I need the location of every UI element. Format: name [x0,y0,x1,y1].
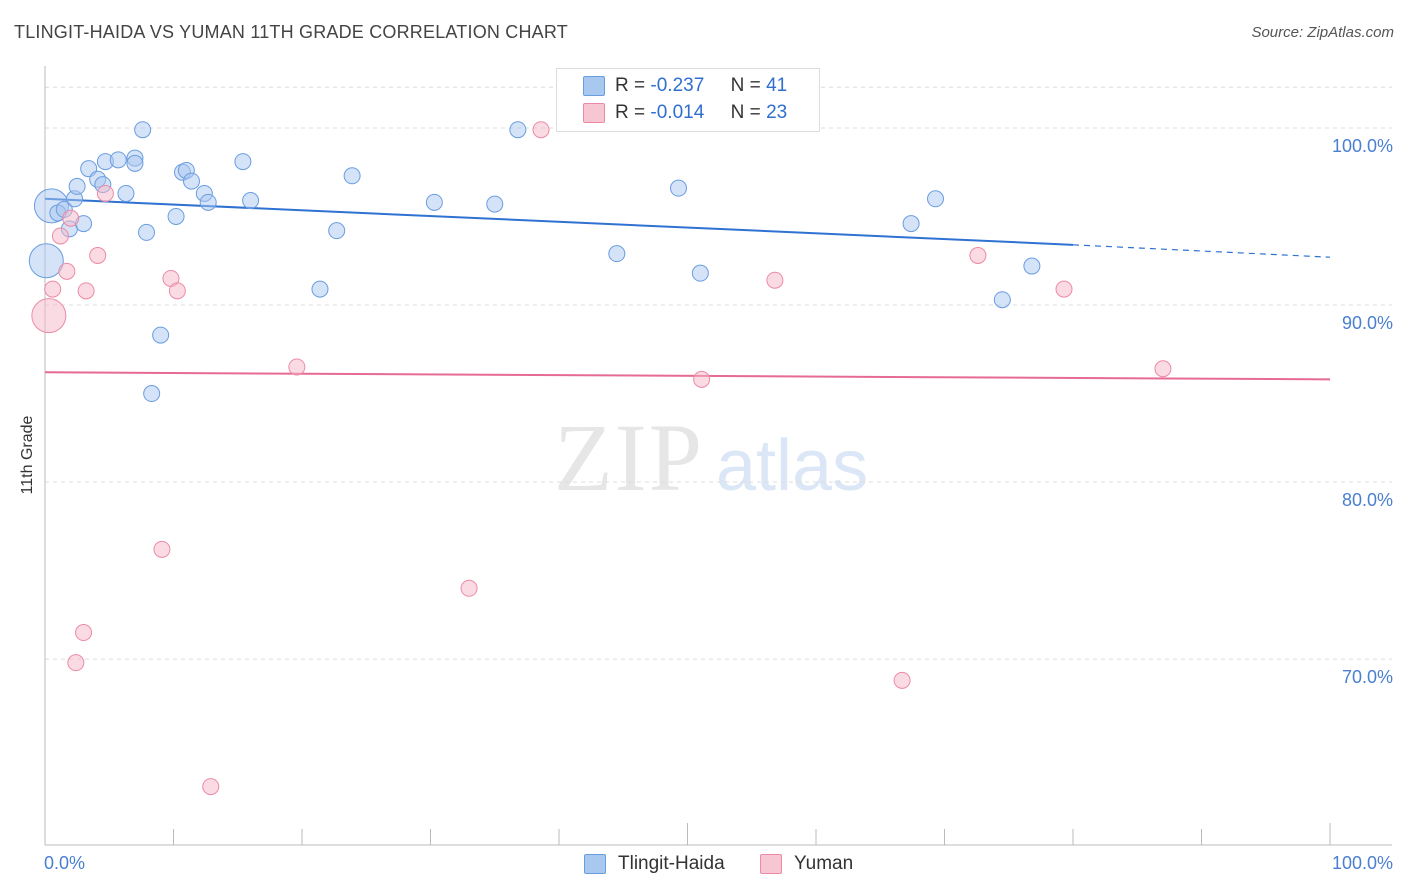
watermark-zip: ZIP [554,404,704,511]
x-tick-label: 0.0% [44,853,85,873]
n-label: N = [730,102,761,123]
yuman-point [89,246,107,264]
r-label: R = [615,102,646,123]
tlingit-haida-point [28,243,64,279]
yuman-point [766,271,784,289]
tlingit-haida-point [670,179,688,197]
yuman-point [693,370,711,388]
yuman-point [96,184,114,202]
pink-swatch [583,103,605,123]
tlingit-haida-point [109,151,127,169]
blue-swatch [584,854,606,874]
yuman-point [168,282,186,300]
yuman-trend-line [44,371,1331,381]
tlingit-haida-point [608,245,626,263]
tlingit-haida-point [199,193,217,211]
tlingit-haida-point [328,222,346,240]
yuman-point [62,209,80,227]
tlingit-haida-point [1023,257,1041,275]
yuman-point [77,282,95,300]
yuman-point [202,778,220,796]
y-tick-label: 100.0% [1332,136,1393,156]
source-label: Source: ZipAtlas.com [1251,24,1394,41]
y-tick-label: 80.0% [1342,490,1393,510]
r-value: -0.014 [650,102,705,123]
tlingit-haida-point [902,215,920,233]
tlingit-haida-point [993,291,1011,309]
legend-item-yuman: Yuman [760,852,853,876]
n-value: 41 [766,75,788,96]
tlingit-haida-point [134,121,152,139]
tlingit-haida-point [152,326,170,344]
n-label: N = [730,75,761,96]
r-value: -0.237 [650,75,705,96]
tlingit-haida-point [143,385,161,403]
r-label: R = [615,75,646,96]
tlingit-haida-point [182,172,200,190]
tlingit-haida-point [138,223,156,241]
yuman-point [31,298,67,334]
yuman-point [1154,360,1172,378]
yuman-point [1055,280,1073,298]
blue-swatch [583,76,605,96]
yuman-point [460,579,478,597]
legend-label: Tlingit-Haida [618,853,725,874]
x-tick-label: 100.0% [1332,853,1393,873]
data-points [28,121,1172,796]
tlingit-haida-point [486,195,504,213]
tlingit-haida-trend-extension [1072,244,1331,258]
yuman-point [532,121,550,139]
tlingit-haida-trend-line [44,197,1074,246]
tlingit-haida-point [425,193,443,211]
y-tick-label: 90.0% [1342,313,1393,333]
tlingit-haida-point [691,264,709,282]
tlingit-haida-point [927,190,945,208]
trend-lines [44,197,1331,381]
tlingit-haida-point [509,121,527,139]
tlingit-haida-point [167,207,185,225]
correlation-legend: R = -0.237 N = 41 R = -0.014 N = 23 [556,68,820,132]
watermark-atlas: atlas [716,426,868,506]
yuman-point [288,358,306,376]
yuman-point [51,227,69,245]
yuman-point [893,671,911,689]
chart-title: TLINGIT-HAIDA VS YUMAN 11TH GRADE CORREL… [14,22,568,42]
yuman-point [67,654,85,672]
tick-labels: 100.0% 90.0% 80.0% 70.0% 0.0% 100.0% [44,136,1393,873]
pink-swatch [760,854,782,874]
yuman-point [153,540,171,558]
tlingit-haida-point [242,192,260,210]
yuman-point [75,624,93,642]
tlingit-haida-point [234,153,252,171]
yuman-point [44,280,62,298]
tlingit-haida-point [117,184,135,202]
n-value: 23 [766,102,788,123]
tlingit-haida-point [311,280,329,298]
y-tick-label: 70.0% [1342,667,1393,687]
yuman-point [58,262,76,280]
tlingit-haida-point [126,154,144,172]
yuman-point [969,246,987,264]
legend-label: Yuman [794,853,854,874]
legend-item-tlingit-haida: Tlingit-Haida [584,852,725,876]
tlingit-haida-point [343,167,361,185]
tlingit-haida-point [68,177,86,195]
